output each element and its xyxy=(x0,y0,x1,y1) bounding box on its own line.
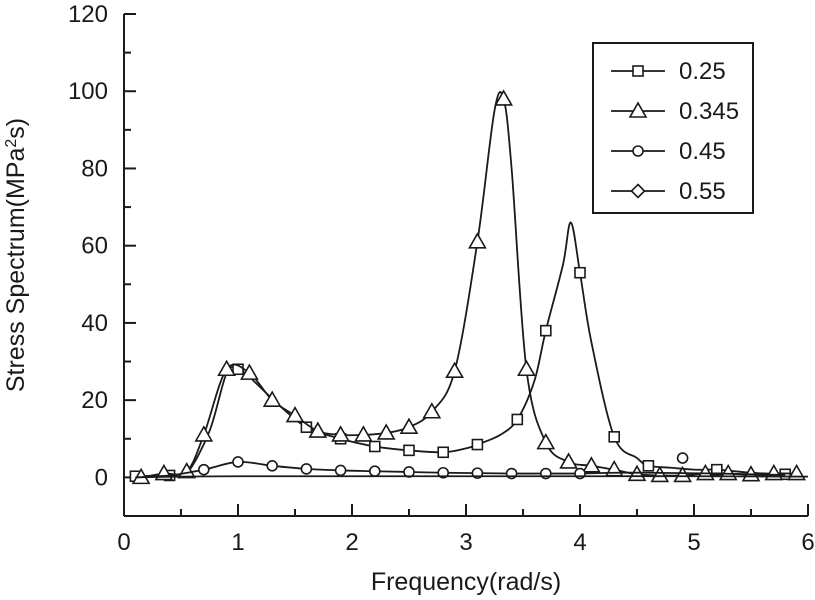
legend-label: 0.345 xyxy=(679,98,739,125)
series-line-0.25 xyxy=(135,221,797,479)
legend-entry: 0.25 xyxy=(611,58,726,85)
triangle-marker xyxy=(445,361,464,378)
series-layer xyxy=(129,89,809,485)
y-tick-label: 80 xyxy=(81,155,108,182)
y-tick-label: 0 xyxy=(95,464,108,491)
circle-marker xyxy=(198,463,210,476)
circle-marker xyxy=(266,459,279,472)
x-tick-label: 1 xyxy=(231,529,244,556)
legend-entry: 0.345 xyxy=(611,98,739,125)
x-tick-label: 4 xyxy=(573,529,586,556)
legend-label: 0.45 xyxy=(679,138,726,165)
x-tick-label: 2 xyxy=(345,529,358,556)
x-tick-label: 6 xyxy=(801,529,814,556)
square-marker xyxy=(437,446,450,459)
triangle-marker xyxy=(559,452,578,469)
legend-label: 0.55 xyxy=(679,178,726,205)
triangle-marker xyxy=(494,89,513,106)
triangle-marker xyxy=(354,425,373,442)
legend: 0.25 0.345 0.45 0.55 xyxy=(592,42,754,214)
triangle-marker xyxy=(517,359,536,377)
legend-circle-marker xyxy=(632,145,644,157)
circle-marker xyxy=(437,466,450,479)
legend-box xyxy=(592,42,754,214)
triangle-marker xyxy=(285,405,305,423)
circle-marker xyxy=(676,452,689,464)
triangle-marker xyxy=(536,433,556,450)
triangle-marker xyxy=(422,402,442,419)
y-tick-label: 20 xyxy=(81,387,108,414)
x-axis-label: Frequency(rad/s) xyxy=(371,568,561,596)
y-tick-label: 100 xyxy=(68,78,108,105)
circle-marker xyxy=(232,456,244,468)
triangle-marker xyxy=(240,363,259,380)
x-tick-label: 5 xyxy=(687,529,700,556)
triangle-marker xyxy=(262,390,282,407)
triangle-marker xyxy=(217,359,236,377)
square-marker xyxy=(574,266,586,279)
square-marker xyxy=(403,444,415,457)
y-axis-label: Stress Spectrum(MPa2s) xyxy=(2,118,30,392)
circle-marker xyxy=(368,465,381,478)
legend-label: 0.25 xyxy=(679,58,726,85)
legend-triangle-marker xyxy=(628,101,648,118)
x-tick-label: 0 xyxy=(117,529,130,556)
triangle-marker xyxy=(376,423,396,440)
triangle-marker xyxy=(331,425,350,442)
x-tick-label: 3 xyxy=(459,529,472,556)
triangle-marker xyxy=(650,465,670,483)
legend-diamond-marker xyxy=(630,183,646,199)
y-tick-label: 40 xyxy=(81,310,108,337)
triangle-marker xyxy=(399,417,419,434)
legend-entry: 0.45 xyxy=(611,138,726,165)
legend-entry: 0.55 xyxy=(611,178,726,205)
series-line-0.55 xyxy=(135,475,809,479)
triangle-marker xyxy=(582,456,601,473)
triangle-marker xyxy=(308,421,328,438)
triangle-marker xyxy=(194,425,214,442)
y-axis-label-superscript: 2 xyxy=(3,139,20,148)
triangle-marker xyxy=(673,465,692,483)
square-marker xyxy=(471,438,484,451)
square-marker xyxy=(539,324,552,337)
square-marker xyxy=(642,459,655,472)
series-0.25 xyxy=(129,221,797,483)
triangle-marker xyxy=(468,232,487,249)
y-tick-label: 120 xyxy=(68,1,108,28)
square-marker xyxy=(710,463,723,476)
square-marker xyxy=(608,431,621,443)
triangle-marker xyxy=(764,463,784,481)
legend-square-marker xyxy=(632,65,644,77)
circle-marker xyxy=(334,464,347,477)
series-0.55 xyxy=(135,475,809,479)
square-marker xyxy=(511,413,524,426)
circle-marker xyxy=(300,463,313,475)
y-axis-label-tail: s) xyxy=(2,118,30,139)
y-tick-label: 60 xyxy=(81,233,108,260)
square-marker xyxy=(368,440,381,453)
y-axis-label-main: Stress Spectrum(MPa xyxy=(2,148,30,393)
